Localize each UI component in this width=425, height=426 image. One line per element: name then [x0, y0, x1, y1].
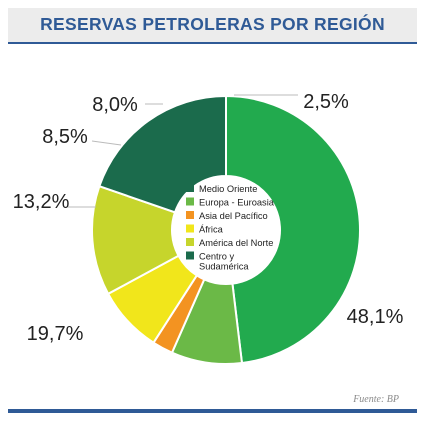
leader-lines [68, 94, 298, 208]
slice-value-label: 48,1% [347, 306, 404, 328]
source-note: Fuente: BP [353, 394, 399, 405]
pie-slice [98, 94, 227, 214]
chart-title: RESERVAS PETROLERAS POR REGIÓN [40, 14, 385, 34]
legend: Medio Oriente Europa - Euroasia Asia del P… [186, 184, 275, 272]
slice-value-label: 13,2% [13, 191, 70, 213]
slice-value-label: 8,0% [92, 94, 138, 116]
slice-value-label: 8,5% [42, 126, 88, 148]
slice-labels: 48,1% 8,5% 2,5% 8,0% 13,2% 19,7% [13, 91, 404, 345]
legend-label: Europa - Euroasia [199, 198, 275, 208]
legend-swatch [186, 238, 194, 246]
legend-label: Medio Oriente [199, 184, 257, 194]
legend-label: África [199, 225, 224, 235]
legend-swatch [186, 197, 194, 206]
legend-swatch [186, 211, 194, 219]
legend-swatch [186, 251, 194, 260]
legend-label: Sudamérica [199, 262, 249, 272]
legend-swatch [186, 184, 194, 192]
leader-line [91, 140, 122, 146]
legend-label: Centro y [199, 252, 234, 262]
legend-label: Asia del Pacífico [199, 211, 268, 221]
slice-value-label: 2,5% [303, 91, 349, 113]
pie-slice [225, 94, 361, 365]
pie-slices [91, 94, 361, 365]
title-bar: RESERVAS PETROLERAS POR REGIÓN [8, 8, 417, 44]
donut-hole [173, 177, 279, 283]
legend-label: América del Norte [199, 238, 273, 248]
bottom-rule [8, 409, 417, 413]
legend-swatch [186, 224, 194, 233]
slice-value-label: 19,7% [27, 323, 84, 345]
